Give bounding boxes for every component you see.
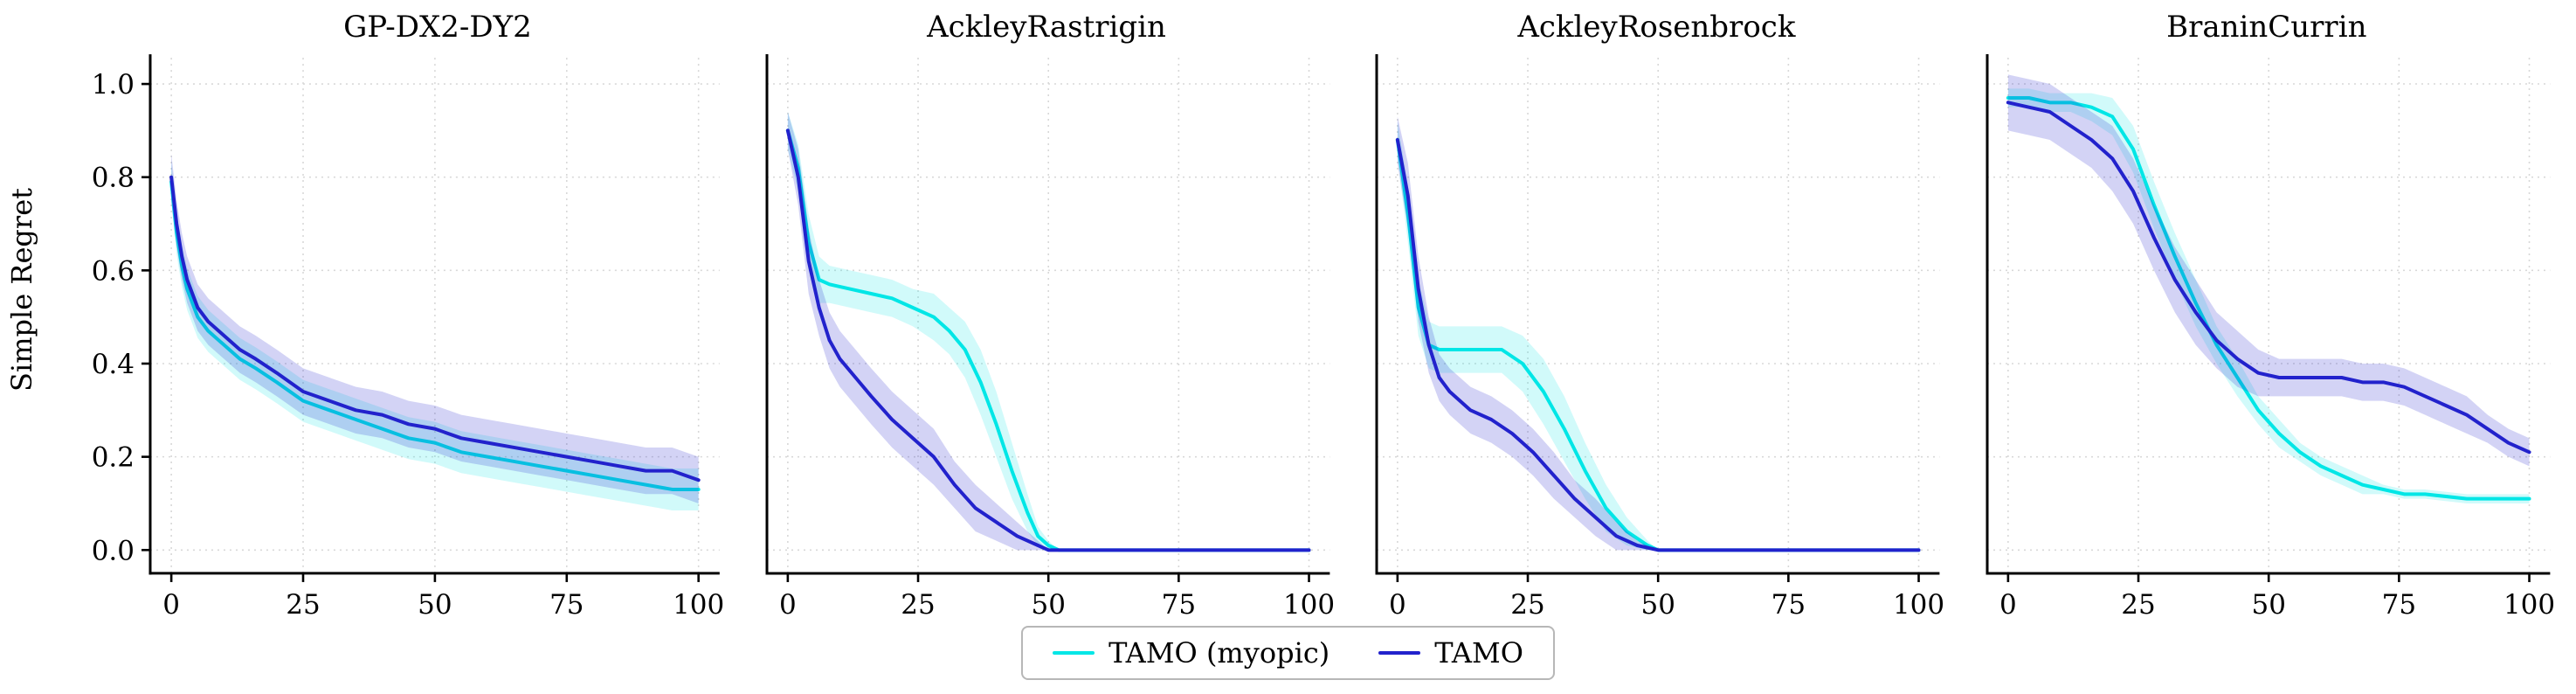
legend-box: TAMO (myopic) TAMO (1021, 626, 1555, 680)
chart-canvas: 0 25 50 75 100 0.0 0.2 0.4 0.6 0.8 1.0 (92, 54, 724, 621)
svg-text:25: 25 (2121, 589, 2155, 621)
figure: Simple Regret GP-DX2-DY2 0 25 50 75 100 0.0 0.… (0, 7, 2576, 680)
legend-label: TAMO (1434, 636, 1523, 670)
svg-text:25: 25 (286, 589, 320, 621)
svg-text:0.0: 0.0 (92, 535, 135, 566)
svg-text:0: 0 (1999, 589, 2017, 621)
legend-item-tamo-myopic: TAMO (myopic) (1053, 636, 1329, 670)
svg-text:25: 25 (901, 589, 935, 621)
chart-title: AckleyRastrigin (927, 10, 1166, 45)
chart-canvas: 0 25 50 75 100 (765, 54, 1335, 621)
svg-text:1.0: 1.0 (92, 69, 135, 101)
chart-title: BraninCurrin (2166, 10, 2367, 45)
svg-text:75: 75 (1161, 589, 1195, 621)
legend: TAMO (myopic) TAMO (0, 626, 2576, 680)
chart-panel-branincurrin: BraninCurrin 0 25 50 75 100 (1973, 7, 2560, 624)
legend-label: TAMO (myopic) (1108, 636, 1330, 670)
y-axis-label: Simple Regret (5, 187, 38, 392)
svg-text:50: 50 (1641, 589, 1675, 621)
svg-text:100: 100 (673, 589, 724, 621)
svg-text:50: 50 (418, 589, 452, 621)
svg-text:100: 100 (1893, 589, 1944, 621)
chart-title: GP-DX2-DY2 (343, 10, 532, 45)
svg-text:75: 75 (1771, 589, 1806, 621)
svg-text:0: 0 (162, 589, 180, 621)
svg-text:75: 75 (2381, 589, 2415, 621)
svg-text:0: 0 (779, 589, 797, 621)
svg-text:100: 100 (2503, 589, 2555, 621)
svg-text:25: 25 (1511, 589, 1545, 621)
svg-text:0.6: 0.6 (92, 255, 135, 287)
chart-panel-ackleyrastrigin: AckleyRastrigin 0 25 50 75 100 (753, 7, 1340, 624)
cyan-line-swatch (1053, 651, 1095, 655)
svg-text:0.4: 0.4 (92, 349, 135, 380)
chart-title: AckleyRosenbrock (1517, 10, 1796, 45)
chart-canvas: 0 25 50 75 100 (1375, 54, 1944, 621)
legend-item-tamo: TAMO (1378, 636, 1523, 670)
svg-text:50: 50 (1031, 589, 1065, 621)
svg-text:0.8: 0.8 (92, 163, 135, 194)
chart-panel-gp-dx2-dy2: GP-DX2-DY2 0 25 50 75 100 0.0 0.2 0.4 0.6 0.8 1.0 (66, 7, 730, 624)
svg-text:0.2: 0.2 (92, 442, 135, 474)
chart-canvas: 0 25 50 75 100 (1986, 54, 2555, 621)
svg-text:75: 75 (549, 589, 584, 621)
svg-text:100: 100 (1283, 589, 1335, 621)
chart-panel-ackleyrosenbrock: AckleyRosenbrock 0 25 50 75 100 (1363, 7, 1950, 624)
svg-text:0: 0 (1389, 589, 1406, 621)
blue-line-swatch (1378, 651, 1421, 655)
svg-text:50: 50 (2251, 589, 2285, 621)
chart-panels-row: Simple Regret GP-DX2-DY2 0 25 50 75 100 0.0 0.… (0, 7, 2576, 624)
